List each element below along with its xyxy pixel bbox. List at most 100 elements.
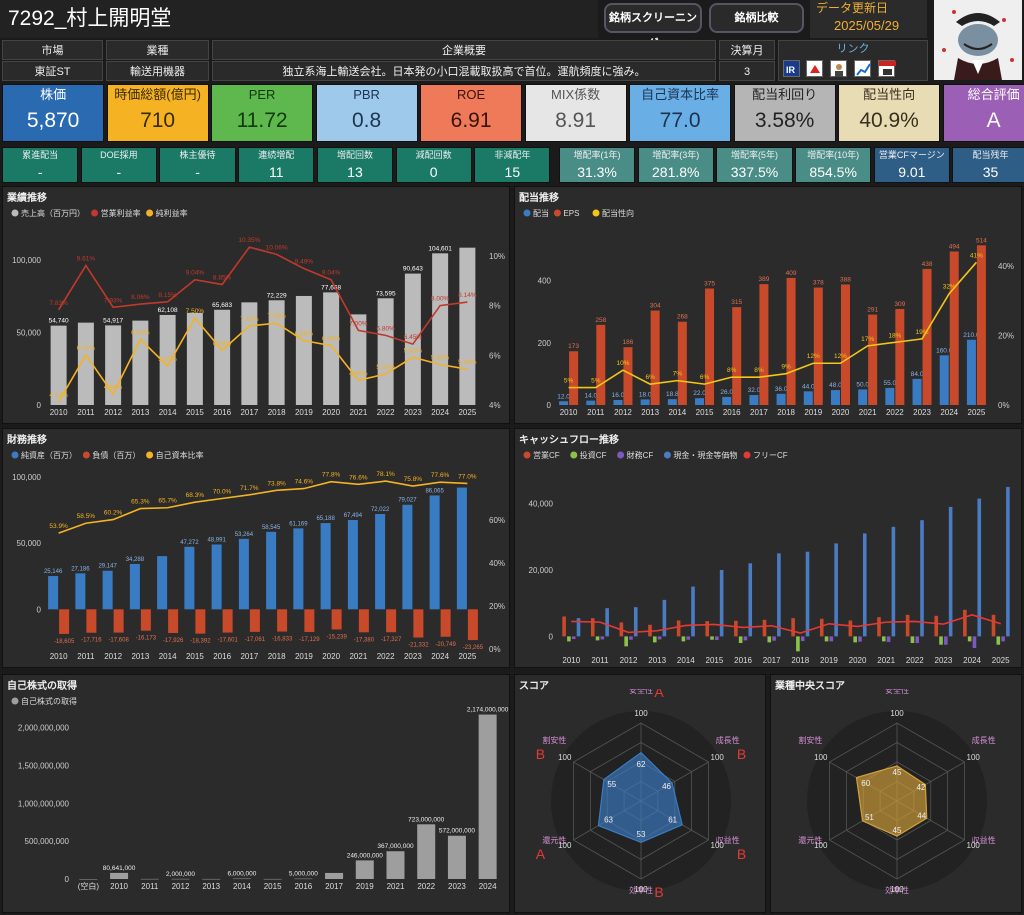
line-label: 58.5% xyxy=(77,513,96,520)
line-label: 6.59% xyxy=(295,331,314,338)
radar-value: 46 xyxy=(662,782,671,791)
bar xyxy=(355,860,374,879)
line-label: 6.80% xyxy=(376,325,395,332)
kpi-tile: ROE 6.91 xyxy=(420,84,523,142)
bar-label: 36.0 xyxy=(775,386,788,393)
kpi-label: 株価 xyxy=(40,87,67,102)
stat-label: 増配率(1年) xyxy=(573,150,621,160)
radar-value: 45 xyxy=(893,768,902,777)
bar xyxy=(895,308,905,405)
line-label: 7% xyxy=(673,371,683,378)
bar-label: 378 xyxy=(813,280,824,287)
bar xyxy=(320,523,331,610)
stat-value: 15 xyxy=(504,164,521,180)
kpi-tile: 株価 5,870 xyxy=(2,84,105,142)
legend-label: 配当 xyxy=(533,208,549,218)
stat-tile: 配当残年 35 xyxy=(952,147,1024,183)
kpi-value: 77.0 xyxy=(659,109,701,132)
minkabu-icon[interactable] xyxy=(878,60,896,77)
radar-max-label: 100 xyxy=(558,841,572,850)
x-tick: 2022 xyxy=(417,882,435,891)
y-tick: 50,000 xyxy=(17,329,42,338)
chart-icon[interactable] xyxy=(854,60,871,77)
line-label: 5.25% xyxy=(376,364,395,371)
series-line xyxy=(571,613,1001,634)
bar-label: 67,494 xyxy=(344,513,363,519)
kpi-label: 自己資本比率 xyxy=(641,87,720,102)
x-tick: 2016 xyxy=(734,656,752,665)
x-tick: 2010 xyxy=(560,408,578,417)
bar-label: 48.0 xyxy=(829,382,842,389)
bar xyxy=(776,393,786,405)
bar xyxy=(140,878,159,880)
kpi-value: 3.58% xyxy=(754,109,815,132)
bar xyxy=(640,399,650,405)
bar xyxy=(440,609,451,637)
kpi-value: 710 xyxy=(140,109,176,132)
bar-label: 572,000,000 xyxy=(439,828,476,835)
bar-label: -17,061 xyxy=(245,637,266,643)
kpi-value: 40.9% xyxy=(859,109,919,132)
legend-swatch xyxy=(11,697,19,705)
stat-tile: 非減配年 15 xyxy=(474,147,551,183)
perf-panel: 業績推移 売上高（百万円） 営業利益率 純利益率 0 50,000 100,000 4% 6%… xyxy=(2,186,510,424)
x-tick: 2025 xyxy=(458,408,476,417)
kpi-tile: 総合評価 A xyxy=(942,84,1024,142)
bar xyxy=(277,609,288,632)
radar-axis-label: 成長性 xyxy=(972,735,996,745)
bar xyxy=(350,314,367,405)
line-label: 53.9% xyxy=(49,523,68,530)
bar xyxy=(417,824,436,879)
bar-label: -21,332 xyxy=(408,643,429,649)
fiscal-value: 3 xyxy=(719,61,775,81)
radar-value: 55 xyxy=(607,780,616,789)
bar-label: 44.0 xyxy=(802,383,815,390)
bar-label: 34,288 xyxy=(126,557,145,563)
x-tick: 2015 xyxy=(706,656,724,665)
line-label: 18% xyxy=(888,332,901,339)
legend-label: 営業利益率 xyxy=(101,208,141,218)
bar xyxy=(972,636,977,649)
line-label: 5% xyxy=(564,378,574,385)
series-line xyxy=(57,316,468,403)
bar xyxy=(295,295,312,405)
legend-swatch xyxy=(523,451,531,459)
bar xyxy=(347,520,358,610)
bar xyxy=(171,878,190,880)
line-label: 73.8% xyxy=(267,480,286,487)
screening-button[interactable]: 銘柄スクリーニング xyxy=(604,3,702,50)
person-icon[interactable] xyxy=(830,60,847,77)
stat-tile: 増配率(10年) 854.5% xyxy=(795,147,872,183)
bar-label: -17,380 xyxy=(354,637,375,643)
radar-value: 62 xyxy=(637,760,646,769)
industry-value: 輸送用機器 xyxy=(106,61,209,81)
line-label: 5.44% xyxy=(458,359,477,366)
legend-label: 財務CF xyxy=(627,450,654,460)
bar-label: 2,000,000 xyxy=(166,871,195,878)
kabutan-icon[interactable] xyxy=(806,60,823,77)
bar xyxy=(759,284,769,405)
bar xyxy=(1006,486,1010,637)
bar xyxy=(432,253,449,405)
legend-label: 自己資本比率 xyxy=(156,450,204,460)
x-tick: 2016 xyxy=(213,652,231,661)
bar-label: 26.0 xyxy=(720,389,733,396)
ir-icon[interactable]: IR xyxy=(783,60,800,77)
compare-button[interactable]: 銘柄比較 xyxy=(709,3,804,33)
x-tick: 2012 xyxy=(104,652,122,661)
radar-value: 60 xyxy=(861,779,870,788)
stat-tile: 増配率(5年) 337.5% xyxy=(716,147,793,183)
stat-label: 株主優待 xyxy=(179,150,216,160)
bar xyxy=(767,636,772,643)
series-line xyxy=(58,480,468,534)
radar-grade: A xyxy=(654,689,664,700)
avatar xyxy=(934,0,1022,80)
line-label: 7.93% xyxy=(104,297,123,304)
bar xyxy=(629,636,633,640)
x-tick: 2022 xyxy=(377,652,395,661)
buyback-title: 自己株式の取得 xyxy=(7,681,77,692)
series-line xyxy=(568,261,978,389)
update-info: データ更新日 2025/05/29 xyxy=(810,0,927,38)
line-label: 19% xyxy=(916,329,929,336)
stat-label: 累進配当 xyxy=(22,150,59,160)
